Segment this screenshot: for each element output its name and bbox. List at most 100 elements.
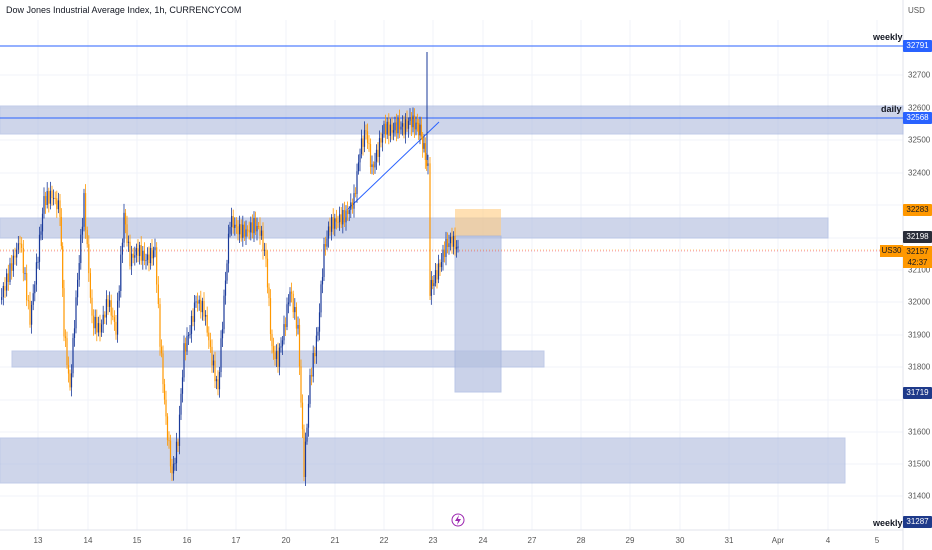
candle-body	[401, 123, 404, 127]
candle-body	[154, 247, 156, 251]
candle-body	[157, 284, 159, 305]
candle-body	[160, 346, 163, 354]
candle-body	[38, 234, 41, 262]
candle-body	[149, 248, 152, 264]
candle-body	[369, 144, 372, 167]
time-tick: 28	[576, 536, 586, 545]
candle-body	[247, 229, 249, 231]
candle-body	[303, 429, 305, 477]
candle-body	[375, 149, 378, 162]
candle-body	[186, 336, 188, 352]
candle-body	[289, 291, 291, 303]
candle-body	[180, 393, 182, 415]
weekly-support-zone[interactable]	[0, 437, 846, 484]
candle-body	[37, 261, 39, 263]
candle-body	[307, 403, 310, 428]
candle-body	[271, 333, 273, 347]
candle-body	[32, 293, 34, 305]
time-tick: 20	[281, 536, 291, 545]
candle-body	[35, 262, 37, 285]
candle-body	[324, 244, 327, 247]
candle-body	[152, 250, 155, 259]
candle-body	[366, 131, 369, 143]
candle-body	[442, 249, 444, 263]
candle-body	[440, 262, 443, 268]
candle-body	[97, 323, 99, 333]
candle-body	[70, 373, 73, 388]
price-tick: 32500	[908, 135, 931, 145]
candle-body	[334, 218, 336, 229]
candle-body	[146, 254, 149, 260]
candle-body	[365, 130, 367, 132]
candle-body	[53, 197, 55, 199]
candle-body	[304, 441, 307, 477]
candle-body	[332, 217, 334, 229]
candle-body	[123, 212, 125, 243]
candle-body	[7, 273, 9, 282]
candle-body	[448, 243, 450, 248]
candle-body	[386, 121, 388, 135]
candle-body	[16, 249, 18, 258]
candle-body	[66, 338, 68, 366]
candle-body	[383, 123, 385, 134]
candle-body	[181, 377, 184, 394]
candle-body	[368, 142, 370, 145]
candle-body	[231, 216, 233, 227]
candle-body	[139, 245, 141, 256]
candle-body	[145, 259, 147, 261]
candle-body	[93, 315, 95, 329]
candle-body	[56, 198, 58, 210]
position-target-box[interactable]	[455, 209, 501, 236]
candle-body	[260, 230, 263, 236]
candle-body	[172, 463, 175, 474]
candle-body	[274, 352, 276, 359]
candle-body	[31, 304, 33, 325]
stop-price-tag: 31719	[903, 387, 932, 399]
candle-body	[120, 254, 122, 291]
candle-body	[148, 254, 150, 264]
candle-body	[169, 440, 172, 467]
candle-body	[142, 250, 144, 261]
daily-label: daily	[881, 104, 902, 114]
candle-body	[168, 440, 170, 442]
candle-body	[394, 122, 396, 131]
candle-body	[214, 360, 216, 382]
candle-body	[362, 138, 364, 147]
daily-price-tag: 32568	[903, 112, 932, 124]
candle-body	[245, 229, 247, 237]
time-tick: 31	[724, 536, 734, 545]
candle-body	[137, 248, 139, 256]
candle-body	[192, 316, 194, 322]
daily-resistance-zone[interactable]	[0, 105, 904, 135]
candle-body	[209, 340, 211, 347]
position-stop-box[interactable]	[454, 235, 502, 393]
candle-body	[395, 122, 398, 134]
candle-body	[113, 317, 115, 322]
candle-body	[420, 124, 422, 137]
candle-body	[29, 300, 31, 325]
candle-body	[416, 122, 418, 124]
resistance-zone-32200[interactable]	[0, 217, 829, 239]
candle-body	[197, 301, 199, 304]
candle-body	[63, 288, 65, 337]
candle-body	[195, 301, 197, 303]
price-tick: 32000	[908, 297, 931, 307]
candle-body	[317, 331, 319, 336]
candle-body	[85, 193, 87, 230]
price-tick: 31600	[908, 427, 931, 437]
candle-body	[248, 230, 250, 233]
candle-body	[131, 253, 133, 267]
candle-body	[381, 133, 384, 143]
candle-body	[265, 249, 267, 259]
candle-body	[86, 229, 88, 245]
candle-body	[77, 279, 79, 298]
candle-body	[234, 224, 236, 228]
candle-body	[206, 314, 208, 333]
candle-body	[424, 143, 426, 161]
candle-body	[312, 353, 314, 377]
candle-body	[6, 273, 8, 291]
candle-body	[422, 136, 424, 149]
candle-body	[26, 273, 28, 301]
lightning-event-icon[interactable]	[451, 513, 465, 527]
